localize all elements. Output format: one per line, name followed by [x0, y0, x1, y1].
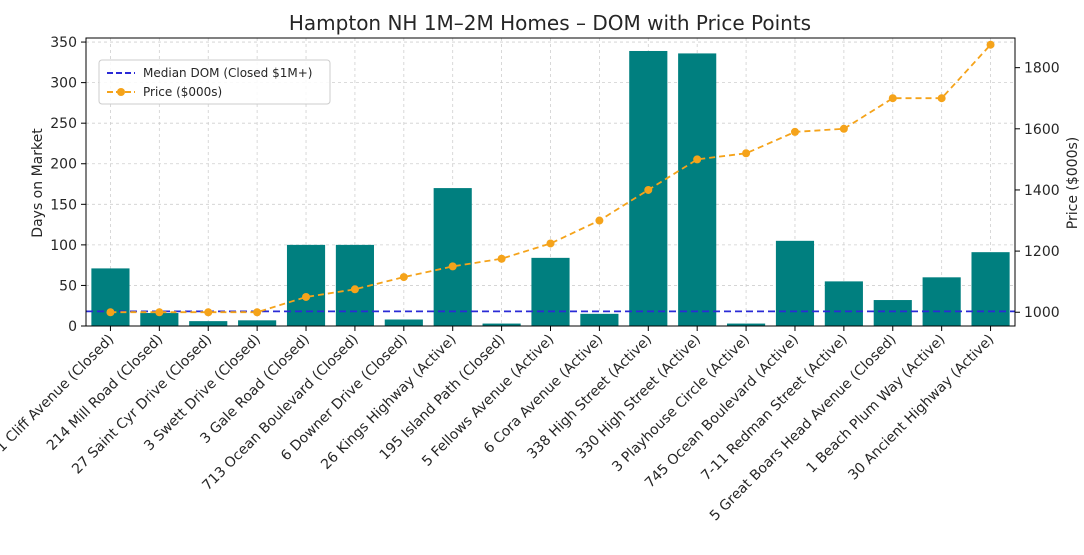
x-axis-ticks: 31 Cliff Avenue (Closed)214 Mill Road (C…	[0, 326, 997, 524]
bar	[238, 320, 277, 326]
bar	[922, 277, 961, 326]
price-point	[742, 149, 751, 158]
price-point	[106, 308, 115, 317]
y-tick-label: 200	[50, 157, 77, 173]
bar	[775, 240, 815, 326]
y2-axis-ticks: 1000 1200 1400 1600 1800	[1015, 61, 1060, 321]
bar	[91, 268, 130, 326]
bar	[678, 53, 717, 326]
bar	[727, 323, 766, 326]
y2-tick-label: 1600	[1024, 122, 1060, 138]
legend-price-label: Price ($000s)	[143, 85, 222, 99]
legend: Median DOM (Closed $1M+) Price ($000s)	[98, 59, 331, 105]
bar	[384, 319, 423, 326]
bar	[580, 313, 619, 326]
price-point	[302, 292, 311, 301]
y-tick-label: 0	[68, 319, 77, 335]
y2-tick-label: 1400	[1024, 183, 1060, 199]
y-axis-label: Days on Market	[30, 128, 46, 238]
bar	[971, 252, 1010, 326]
bar	[873, 300, 912, 326]
price-point	[888, 94, 897, 103]
price-point	[595, 216, 604, 225]
legend-median-label: Median DOM (Closed $1M+)	[143, 66, 312, 80]
y-tick-label: 350	[50, 35, 77, 51]
x-tick-label: 5 Great Boars Head Avenue (Closed)	[707, 332, 900, 525]
price-point	[204, 308, 213, 317]
price-point	[546, 239, 555, 248]
price-point	[155, 308, 164, 317]
price-point	[253, 308, 262, 317]
price-line-series	[106, 40, 995, 317]
y-axis-ticks: 0 50 100 150 200 250 300 350	[50, 35, 86, 335]
y2-tick-label: 1800	[1024, 61, 1060, 77]
legend-price-marker	[117, 88, 125, 96]
bar	[286, 244, 326, 326]
y2-tick-label: 1000	[1024, 305, 1060, 321]
price-point	[399, 273, 408, 282]
price-point	[986, 40, 995, 49]
y-tick-label: 250	[50, 116, 77, 132]
price-point	[644, 185, 653, 194]
price-point	[350, 285, 359, 294]
y-tick-label: 300	[50, 76, 77, 92]
price-point	[937, 94, 946, 103]
price-point	[790, 127, 799, 136]
bar-series	[91, 50, 1010, 326]
y-tick-label: 100	[50, 238, 77, 254]
bar	[433, 188, 472, 326]
bar	[482, 323, 521, 326]
chart-title: Hampton NH 1M–2M Homes – DOM with Price …	[289, 11, 811, 35]
bar	[189, 321, 228, 326]
legend-box	[98, 59, 331, 105]
price-point	[693, 155, 702, 164]
bar	[140, 313, 179, 326]
price-point	[497, 254, 506, 263]
y2-tick-label: 1200	[1024, 244, 1060, 260]
y-tick-label: 50	[59, 278, 77, 294]
y-tick-label: 150	[50, 197, 77, 213]
y2-axis-label: Price ($000s)	[1065, 137, 1081, 229]
price-point	[839, 124, 848, 133]
bar	[824, 281, 863, 326]
bar	[531, 257, 570, 326]
price-point	[448, 262, 457, 271]
